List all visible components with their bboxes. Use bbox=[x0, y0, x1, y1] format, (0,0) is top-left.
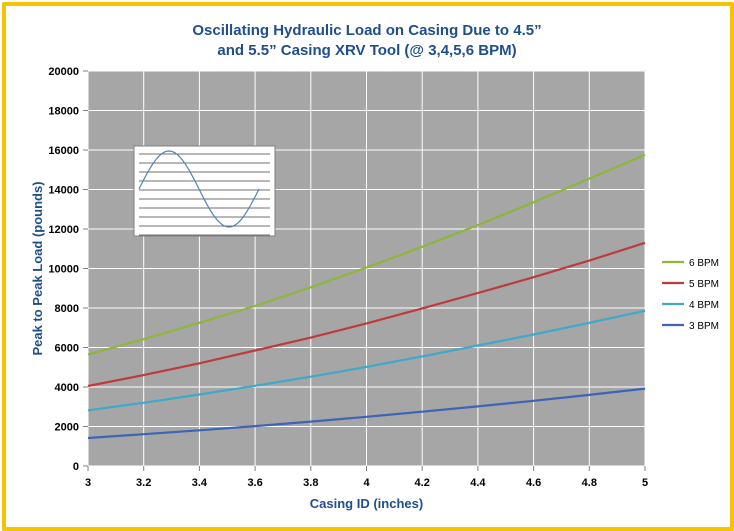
legend-label: 5 BPM bbox=[689, 279, 719, 290]
y-tick-label: 16000 bbox=[48, 145, 79, 157]
sine-wave-inset bbox=[133, 145, 276, 237]
x-tick-label: 3.4 bbox=[192, 477, 208, 489]
y-tick-label: 20000 bbox=[48, 66, 79, 78]
x-tick-label: 4 bbox=[363, 477, 370, 489]
y-tick-label: 6000 bbox=[55, 343, 79, 355]
chart-title-line2: and 5.5” Casing XRV Tool (@ 3,4,5,6 BPM) bbox=[217, 42, 517, 59]
x-tick-label: 4.2 bbox=[415, 477, 430, 489]
inset-box bbox=[133, 145, 276, 237]
y-tick-label: 4000 bbox=[55, 382, 79, 394]
x-tick-label: 3.2 bbox=[136, 477, 151, 489]
series-line-6-bpm bbox=[87, 153, 646, 356]
x-tick-label: 5 bbox=[642, 477, 648, 489]
series-line-5-bpm bbox=[87, 241, 646, 388]
y-tick-label: 2000 bbox=[55, 422, 79, 434]
series-line-4-bpm bbox=[87, 309, 646, 412]
x-axis-ticks: 3 3.2 3.4 3.6 3.8 4 4.2 4.4 4.6 4.8 5 bbox=[85, 466, 648, 489]
x-tick-label: 3 bbox=[85, 477, 91, 489]
y-tick-label: 0 bbox=[73, 461, 79, 473]
legend: 6 BPM 5 BPM 4 BPM 3 BPM bbox=[662, 258, 719, 332]
legend-label: 4 BPM bbox=[689, 300, 719, 311]
y-axis-label: Peak to Peak Load (pounds) bbox=[30, 181, 45, 355]
inset-sine-wave bbox=[138, 150, 260, 228]
y-tick-label: 8000 bbox=[55, 303, 79, 315]
x-axis-label: Casing ID (inches) bbox=[310, 496, 423, 511]
y-tick-label: 10000 bbox=[48, 264, 79, 276]
series-line-3-bpm bbox=[87, 387, 646, 440]
y-tick-label: 12000 bbox=[48, 224, 79, 236]
x-tick-label: 3.8 bbox=[303, 477, 318, 489]
x-tick-label: 4.4 bbox=[470, 477, 486, 489]
chart-title-line1: Oscillating Hydraulic Load on Casing Due… bbox=[192, 22, 542, 39]
y-tick-label: 18000 bbox=[48, 106, 79, 118]
legend-label: 3 BPM bbox=[689, 321, 719, 332]
y-axis-ticks: 0 2000 4000 6000 8000 10000 12000 14000 16000 180… bbox=[48, 66, 88, 473]
x-tick-label: 4.8 bbox=[582, 477, 597, 489]
legend-label: 6 BPM bbox=[689, 258, 719, 269]
x-tick-label: 4.6 bbox=[526, 477, 541, 489]
series-lines bbox=[87, 153, 646, 440]
x-tick-label: 3.6 bbox=[247, 477, 262, 489]
y-tick-label: 14000 bbox=[48, 185, 79, 197]
